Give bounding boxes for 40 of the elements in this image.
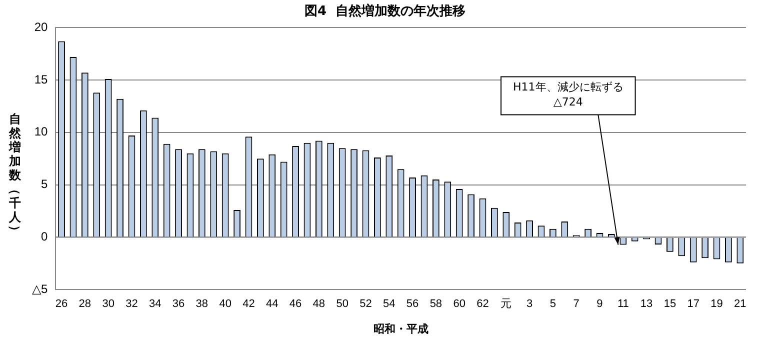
x-axis-title: 昭和・平成 bbox=[373, 322, 428, 336]
x-tick-label: 54 bbox=[383, 298, 396, 310]
x-tick-label: 26 bbox=[55, 298, 68, 310]
x-tick-label: 58 bbox=[430, 298, 442, 310]
x-tick-label: 50 bbox=[336, 298, 348, 310]
x-tick-label: 15 bbox=[664, 298, 676, 310]
x-tick-label: 5 bbox=[550, 298, 556, 310]
x-tick-label: 17 bbox=[687, 298, 700, 310]
y-tick-label: 10 bbox=[34, 124, 48, 139]
x-tick-label: 52 bbox=[360, 298, 372, 310]
y-tick-label: 15 bbox=[34, 72, 48, 86]
x-tick-label: 7 bbox=[573, 298, 580, 310]
x-tick-label: 3 bbox=[526, 298, 533, 310]
y-tick-label: 20 bbox=[34, 20, 48, 34]
x-tick-label: 9 bbox=[596, 298, 603, 310]
x-tick-label: 28 bbox=[78, 298, 92, 310]
x-tick-label: 60 bbox=[453, 298, 466, 310]
x-tick-label: 36 bbox=[172, 298, 185, 310]
x-tick-label: 40 bbox=[219, 298, 232, 310]
x-tick-label: 56 bbox=[406, 298, 419, 310]
y-tick-label: △5 bbox=[32, 282, 48, 296]
x-tick-label: 11 bbox=[617, 298, 629, 310]
x-tick-label: 30 bbox=[102, 298, 114, 310]
x-tick-label: 48 bbox=[312, 298, 326, 310]
annotation: H11年、減少に転ずる △724 bbox=[513, 80, 624, 109]
x-tick-label: 32 bbox=[126, 298, 138, 310]
y-tick-label: 5 bbox=[40, 177, 48, 192]
x-tick-label: 44 bbox=[266, 298, 278, 310]
y-tick-label: 0 bbox=[40, 230, 48, 244]
x-tick-label: 38 bbox=[196, 298, 208, 310]
x-tick-label: 元 bbox=[500, 298, 512, 310]
x-tick-label: 46 bbox=[289, 298, 302, 310]
x-tick-label: 13 bbox=[640, 298, 653, 310]
text: 自然増加数（千人） bbox=[8, 112, 22, 237]
x-tick-label: 34 bbox=[149, 298, 162, 310]
chart-title: 図4 自然増加数の年次推移 bbox=[304, 3, 466, 20]
x-tick-label: 19 bbox=[710, 298, 723, 310]
x-tick-label: 42 bbox=[242, 298, 255, 310]
x-tick-label: 62 bbox=[476, 298, 489, 310]
x-tick-label: 21 bbox=[734, 298, 746, 310]
